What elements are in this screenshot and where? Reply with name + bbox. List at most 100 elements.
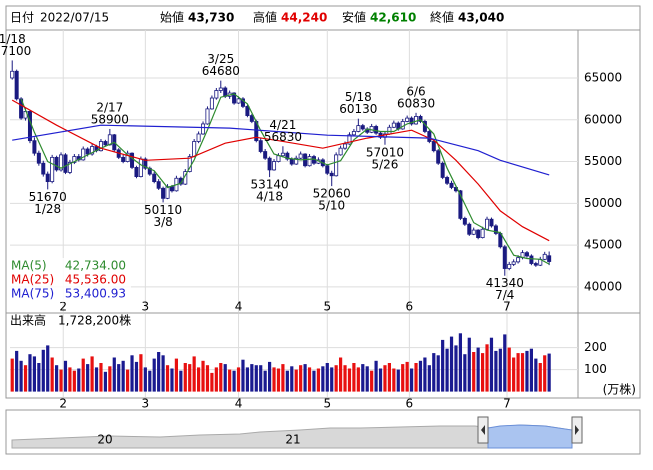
navigator-label: 21 bbox=[285, 433, 300, 447]
candle-body bbox=[121, 156, 126, 162]
date-label: 日付 bbox=[10, 11, 34, 25]
candle-body bbox=[476, 229, 481, 239]
volume-bar bbox=[285, 370, 289, 392]
volume-bar bbox=[423, 357, 427, 392]
candle-body bbox=[440, 162, 445, 178]
volume-bar bbox=[307, 367, 312, 392]
annotation-price: 50110 bbox=[144, 203, 182, 217]
candle-body bbox=[493, 225, 498, 234]
candle-body bbox=[209, 97, 214, 110]
volume-bar bbox=[165, 365, 170, 392]
volume-bar bbox=[232, 370, 236, 392]
candle-body bbox=[524, 252, 529, 257]
candle-body bbox=[294, 157, 299, 165]
x-tick-label: 5 bbox=[323, 300, 331, 314]
volume-bar bbox=[228, 369, 232, 392]
candle-body bbox=[414, 116, 419, 125]
candle-body bbox=[134, 167, 139, 177]
candle-body bbox=[218, 87, 223, 91]
candle-body bbox=[471, 229, 476, 235]
volume-bar bbox=[152, 358, 156, 392]
field-label: 高値 bbox=[253, 10, 277, 25]
volume-bar bbox=[139, 354, 143, 392]
volume-bar bbox=[294, 369, 298, 392]
volume-bar bbox=[281, 364, 285, 392]
volume-bar bbox=[343, 365, 347, 392]
candle-body bbox=[90, 146, 95, 155]
volume-bar bbox=[374, 360, 378, 392]
volume-bar bbox=[436, 355, 440, 392]
volume-bar bbox=[370, 370, 374, 392]
volume-bar bbox=[321, 366, 325, 392]
volume-bar bbox=[489, 337, 494, 392]
volume-bar bbox=[125, 369, 130, 392]
volume-bar bbox=[148, 370, 152, 392]
candle-body bbox=[338, 147, 343, 156]
volume-bar bbox=[272, 367, 276, 392]
candle-body bbox=[72, 156, 77, 163]
volume-bar bbox=[112, 357, 116, 392]
volume-bar bbox=[121, 360, 125, 392]
header-box bbox=[5, 5, 641, 31]
candle-body bbox=[196, 133, 201, 142]
annotation-date: 5/18 bbox=[345, 90, 372, 104]
volume-bar bbox=[245, 367, 250, 392]
candle-body bbox=[263, 151, 268, 159]
volume-bar bbox=[63, 360, 68, 392]
volume-bar bbox=[352, 363, 356, 392]
field-value: 44,240 bbox=[281, 11, 327, 25]
candle-body bbox=[59, 154, 64, 171]
volume-bar bbox=[50, 357, 54, 392]
candle-body bbox=[240, 98, 245, 107]
volume-bar bbox=[86, 364, 90, 392]
candle-body bbox=[249, 115, 254, 122]
volume-bar bbox=[41, 349, 45, 392]
candle-body bbox=[285, 152, 290, 160]
volume-bar bbox=[392, 368, 396, 392]
volume-bar bbox=[15, 350, 19, 392]
ma-line bbox=[11, 99, 550, 242]
candle-body bbox=[347, 134, 352, 145]
annotation-date: 3/8 bbox=[153, 215, 172, 229]
volume-bar bbox=[299, 365, 303, 392]
volume-bar bbox=[188, 364, 192, 392]
candle-body bbox=[529, 255, 534, 264]
candle-body bbox=[161, 187, 166, 199]
candle-body bbox=[45, 173, 50, 183]
candle-body bbox=[418, 116, 423, 122]
annotation-date: 7/4 bbox=[495, 288, 514, 302]
candle-body bbox=[27, 111, 32, 142]
candle-body bbox=[50, 156, 55, 183]
x-tick-label: 2 bbox=[59, 300, 67, 314]
legend-name: MA(25) bbox=[11, 273, 54, 287]
candle-body bbox=[409, 117, 414, 125]
volume-bar bbox=[409, 368, 414, 392]
x-tick-label: 5 bbox=[323, 397, 331, 411]
volume-bar bbox=[543, 355, 547, 392]
volume-bar bbox=[463, 354, 467, 392]
field-value: 43,730 bbox=[188, 11, 234, 25]
volume-bar bbox=[99, 363, 103, 392]
y-tick-label: 55000 bbox=[584, 154, 622, 168]
annotation-price: 52060 bbox=[313, 187, 351, 201]
volume-bar bbox=[196, 367, 201, 392]
navigator-panel bbox=[5, 409, 641, 455]
candle-body bbox=[467, 223, 472, 235]
legend-value: 53,400.93 bbox=[65, 287, 126, 301]
legend-box bbox=[9, 258, 131, 302]
volume-bar bbox=[183, 363, 187, 392]
annotation-date: 4/21 bbox=[269, 118, 296, 132]
annotation-price: 64680 bbox=[202, 64, 240, 78]
candle-body bbox=[165, 186, 170, 199]
candle-body bbox=[542, 253, 547, 260]
y-tick-label: 45000 bbox=[584, 238, 622, 252]
candle-body bbox=[427, 131, 432, 142]
volume-bar bbox=[538, 363, 542, 392]
candle-body bbox=[298, 153, 303, 159]
candle-body bbox=[307, 156, 312, 167]
candle-body bbox=[205, 108, 210, 125]
candle-body bbox=[356, 125, 361, 132]
volume-bar bbox=[59, 369, 63, 392]
volume-bar bbox=[485, 344, 489, 392]
